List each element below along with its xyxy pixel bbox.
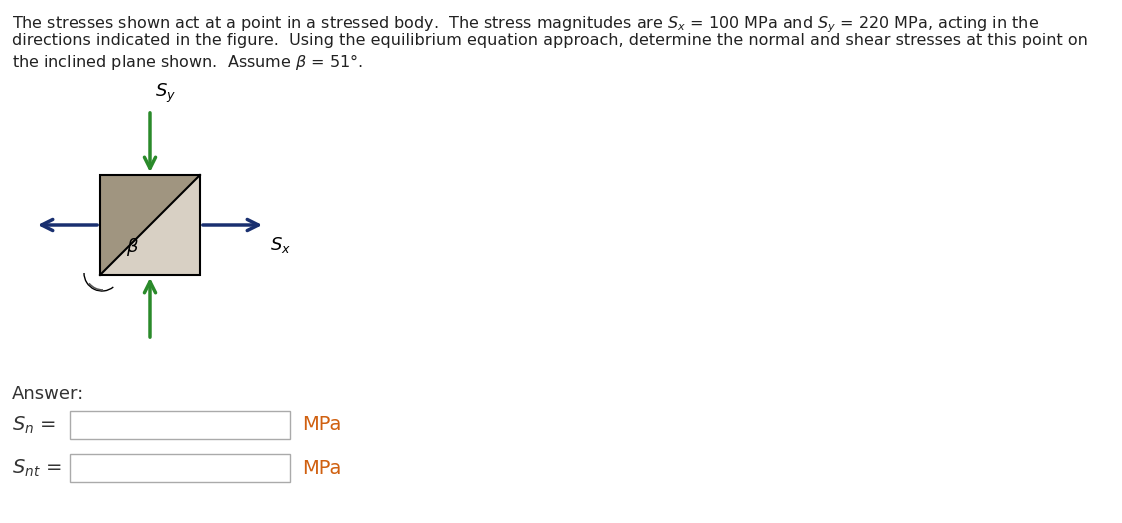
Text: directions indicated in the figure.  Using the equilibrium equation approach, de: directions indicated in the figure. Usin… (12, 33, 1088, 48)
Text: $S_n$ =: $S_n$ = (12, 414, 56, 436)
Text: $\beta$: $\beta$ (126, 236, 138, 258)
Text: Answer:: Answer: (12, 385, 84, 403)
Text: The stresses shown act at a point in a stressed body.  The stress magnitudes are: The stresses shown act at a point in a s… (12, 14, 1039, 35)
Polygon shape (100, 175, 200, 275)
Text: $S_y$: $S_y$ (155, 82, 176, 105)
Text: $S_{nt}$ =: $S_{nt}$ = (12, 457, 62, 479)
Bar (100, 175, 200, 275)
Polygon shape (100, 175, 200, 275)
Text: the inclined plane shown.  Assume $\beta$ = 51°.: the inclined plane shown. Assume $\beta$… (12, 52, 362, 72)
Text: MPa: MPa (302, 459, 341, 477)
Text: MPa: MPa (302, 415, 341, 435)
Text: $S_x$: $S_x$ (270, 235, 291, 255)
Bar (70, 411, 289, 439)
Bar (70, 454, 289, 482)
